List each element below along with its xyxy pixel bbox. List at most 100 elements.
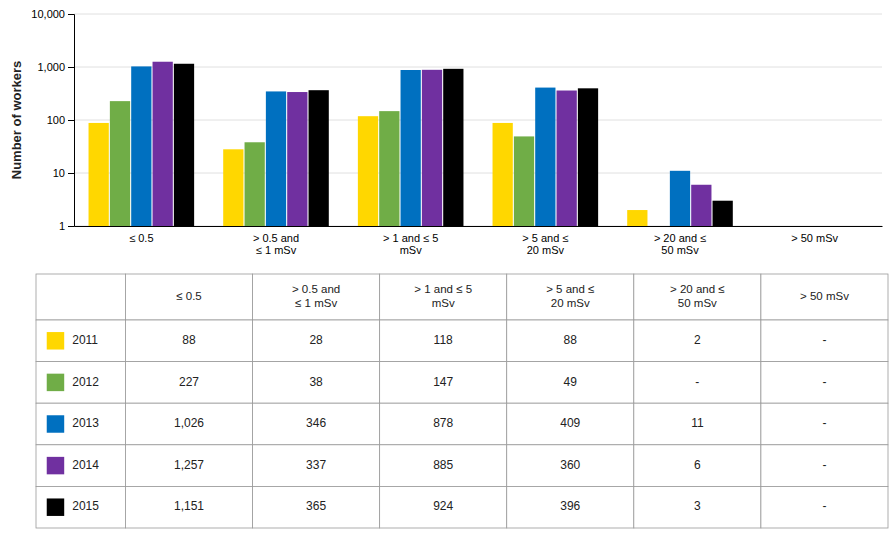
- table-header: > 20 and ≤50 mSv: [670, 283, 725, 308]
- table-cell: [125, 274, 252, 320]
- table-cell: [253, 362, 380, 404]
- x-tick-label: > 50 mSv: [791, 232, 838, 244]
- table-value: -: [822, 499, 826, 513]
- table-cell: [761, 362, 888, 404]
- x-tick-label-line: 50 mSv: [661, 244, 699, 256]
- x-axis: ≤ 0.5> 0.5 and≤ 1 mSv> 1 and ≤ 5mSv> 5 a…: [75, 227, 883, 257]
- table-value: 3: [694, 499, 701, 513]
- bar: [713, 201, 733, 226]
- bar: [557, 91, 577, 226]
- bars: [89, 62, 733, 226]
- y-tick-label: 10,000: [31, 8, 65, 20]
- x-tick-label-line: ≤ 1 mSv: [256, 244, 297, 256]
- table-cell: [36, 274, 125, 320]
- table-cell: [761, 403, 888, 445]
- chart-container: 1101001,00010,000≤ 0.5> 0.5 and≤ 1 mSv> …: [0, 0, 894, 535]
- y-tick-mark: [68, 226, 74, 227]
- table-cell: [507, 320, 634, 362]
- table-header-line: > 0.5 and: [292, 283, 340, 295]
- table-header-line: 20 mSv: [551, 297, 590, 309]
- table-cell: [634, 486, 761, 528]
- table-value: 28: [309, 333, 323, 347]
- table-value: 409: [560, 416, 580, 430]
- x-tick: > 20 and ≤50 mSv: [654, 232, 706, 257]
- table-value: 88: [564, 333, 578, 347]
- table-header-line: > 5 and ≤: [546, 283, 594, 295]
- x-tick-label-line: mSv: [400, 244, 423, 256]
- table-header-line: > 50 mSv: [800, 290, 849, 302]
- legend-swatch: [47, 374, 64, 391]
- table-value: 878: [433, 416, 453, 430]
- bar: [401, 70, 421, 226]
- x-tick-label-line: 20 mSv: [527, 244, 565, 256]
- table-header-line: 50 mSv: [678, 297, 717, 309]
- bar: [535, 88, 555, 226]
- table-value: 346: [306, 416, 326, 430]
- table-cell: [253, 320, 380, 362]
- x-tick-label-line: > 50 mSv: [791, 232, 838, 244]
- legend-label: 2012: [72, 375, 99, 389]
- table-value: 396: [560, 499, 580, 513]
- x-tick: > 50 mSv: [791, 232, 838, 244]
- legend-swatch: [47, 498, 64, 515]
- table-cell: [634, 445, 761, 487]
- table-cell: [125, 403, 252, 445]
- table-value: -: [695, 375, 699, 389]
- grid: [74, 14, 882, 226]
- table-value: 227: [179, 375, 199, 389]
- x-tick-label-line: ≤ 0.5: [129, 232, 153, 244]
- table-cell: [253, 403, 380, 445]
- data-table: ≤ 0.5> 0.5 and≤ 1 mSv> 1 and ≤ 5mSv> 5 a…: [36, 274, 888, 528]
- table-cell: [761, 486, 888, 528]
- legend-swatch: [47, 415, 64, 432]
- x-tick-label: > 20 and ≤50 mSv: [654, 232, 706, 257]
- bar: [131, 66, 151, 226]
- table-value: 1,257: [174, 458, 204, 472]
- legend-label: 2011: [72, 333, 98, 347]
- table-cell: [634, 320, 761, 362]
- table-header-line: ≤ 1 mSv: [295, 297, 337, 309]
- bar: [670, 171, 690, 226]
- table-value: 924: [433, 499, 453, 513]
- bar: [287, 92, 307, 226]
- bar: [578, 88, 598, 226]
- table-value: 337: [306, 458, 326, 472]
- table-value: 360: [560, 458, 580, 472]
- table-cell: [253, 445, 380, 487]
- table-cell: [125, 486, 252, 528]
- bar: [443, 69, 463, 226]
- table-cell: [634, 362, 761, 404]
- table-value: 49: [564, 375, 578, 389]
- legend-label: 2015: [72, 499, 99, 513]
- x-tick: > 5 and ≤20 mSv: [522, 232, 568, 257]
- table-value: 1,151: [174, 499, 204, 513]
- table-cell: [36, 320, 125, 362]
- table-cell: [380, 403, 507, 445]
- grid-line: [74, 67, 882, 68]
- bar: [223, 149, 243, 226]
- bar: [627, 210, 647, 226]
- table-cell: [507, 445, 634, 487]
- table-header: > 1 and ≤ 5mSv: [414, 283, 472, 308]
- y-tick: 10: [53, 167, 74, 179]
- table-value: 88: [182, 333, 196, 347]
- x-tick-label: > 0.5 and≤ 1 mSv: [253, 232, 299, 257]
- table-cell: [380, 362, 507, 404]
- y-tick-label: 10: [53, 167, 65, 179]
- bar: [153, 62, 173, 226]
- bar: [309, 90, 329, 226]
- x-tick-label: > 5 and ≤20 mSv: [522, 232, 568, 257]
- table-cell: [36, 486, 125, 528]
- table-cell: [761, 320, 888, 362]
- table-header: > 50 mSv: [800, 290, 849, 302]
- bar: [110, 101, 130, 226]
- table-value: 1,026: [174, 416, 204, 430]
- table-cell: [36, 445, 125, 487]
- table-cell: [380, 445, 507, 487]
- y-tick: 10,000: [31, 8, 74, 20]
- y-tick-mark: [68, 120, 74, 121]
- bar: [691, 185, 711, 226]
- table-header-line: mSv: [432, 297, 455, 309]
- y-tick-mark: [68, 14, 74, 15]
- y-tick: 1: [59, 220, 74, 232]
